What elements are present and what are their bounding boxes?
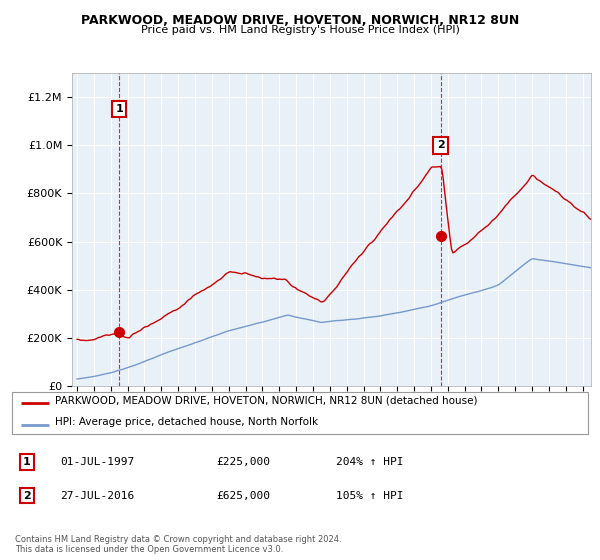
Text: £625,000: £625,000 — [216, 491, 270, 501]
Text: 1: 1 — [115, 104, 123, 114]
Text: Contains HM Land Registry data © Crown copyright and database right 2024.
This d: Contains HM Land Registry data © Crown c… — [15, 535, 341, 554]
Text: 204% ↑ HPI: 204% ↑ HPI — [336, 457, 404, 467]
Text: HPI: Average price, detached house, North Norfolk: HPI: Average price, detached house, Nort… — [55, 417, 319, 427]
Text: 2: 2 — [437, 140, 445, 150]
Text: 01-JUL-1997: 01-JUL-1997 — [60, 457, 134, 467]
Text: 1: 1 — [23, 457, 31, 467]
Text: £225,000: £225,000 — [216, 457, 270, 467]
FancyBboxPatch shape — [12, 392, 588, 434]
Text: PARKWOOD, MEADOW DRIVE, HOVETON, NORWICH, NR12 8UN (detached house): PARKWOOD, MEADOW DRIVE, HOVETON, NORWICH… — [55, 395, 478, 405]
Text: 27-JUL-2016: 27-JUL-2016 — [60, 491, 134, 501]
Text: 105% ↑ HPI: 105% ↑ HPI — [336, 491, 404, 501]
Text: 2: 2 — [23, 491, 31, 501]
Text: Price paid vs. HM Land Registry's House Price Index (HPI): Price paid vs. HM Land Registry's House … — [140, 25, 460, 35]
Text: PARKWOOD, MEADOW DRIVE, HOVETON, NORWICH, NR12 8UN: PARKWOOD, MEADOW DRIVE, HOVETON, NORWICH… — [81, 14, 519, 27]
